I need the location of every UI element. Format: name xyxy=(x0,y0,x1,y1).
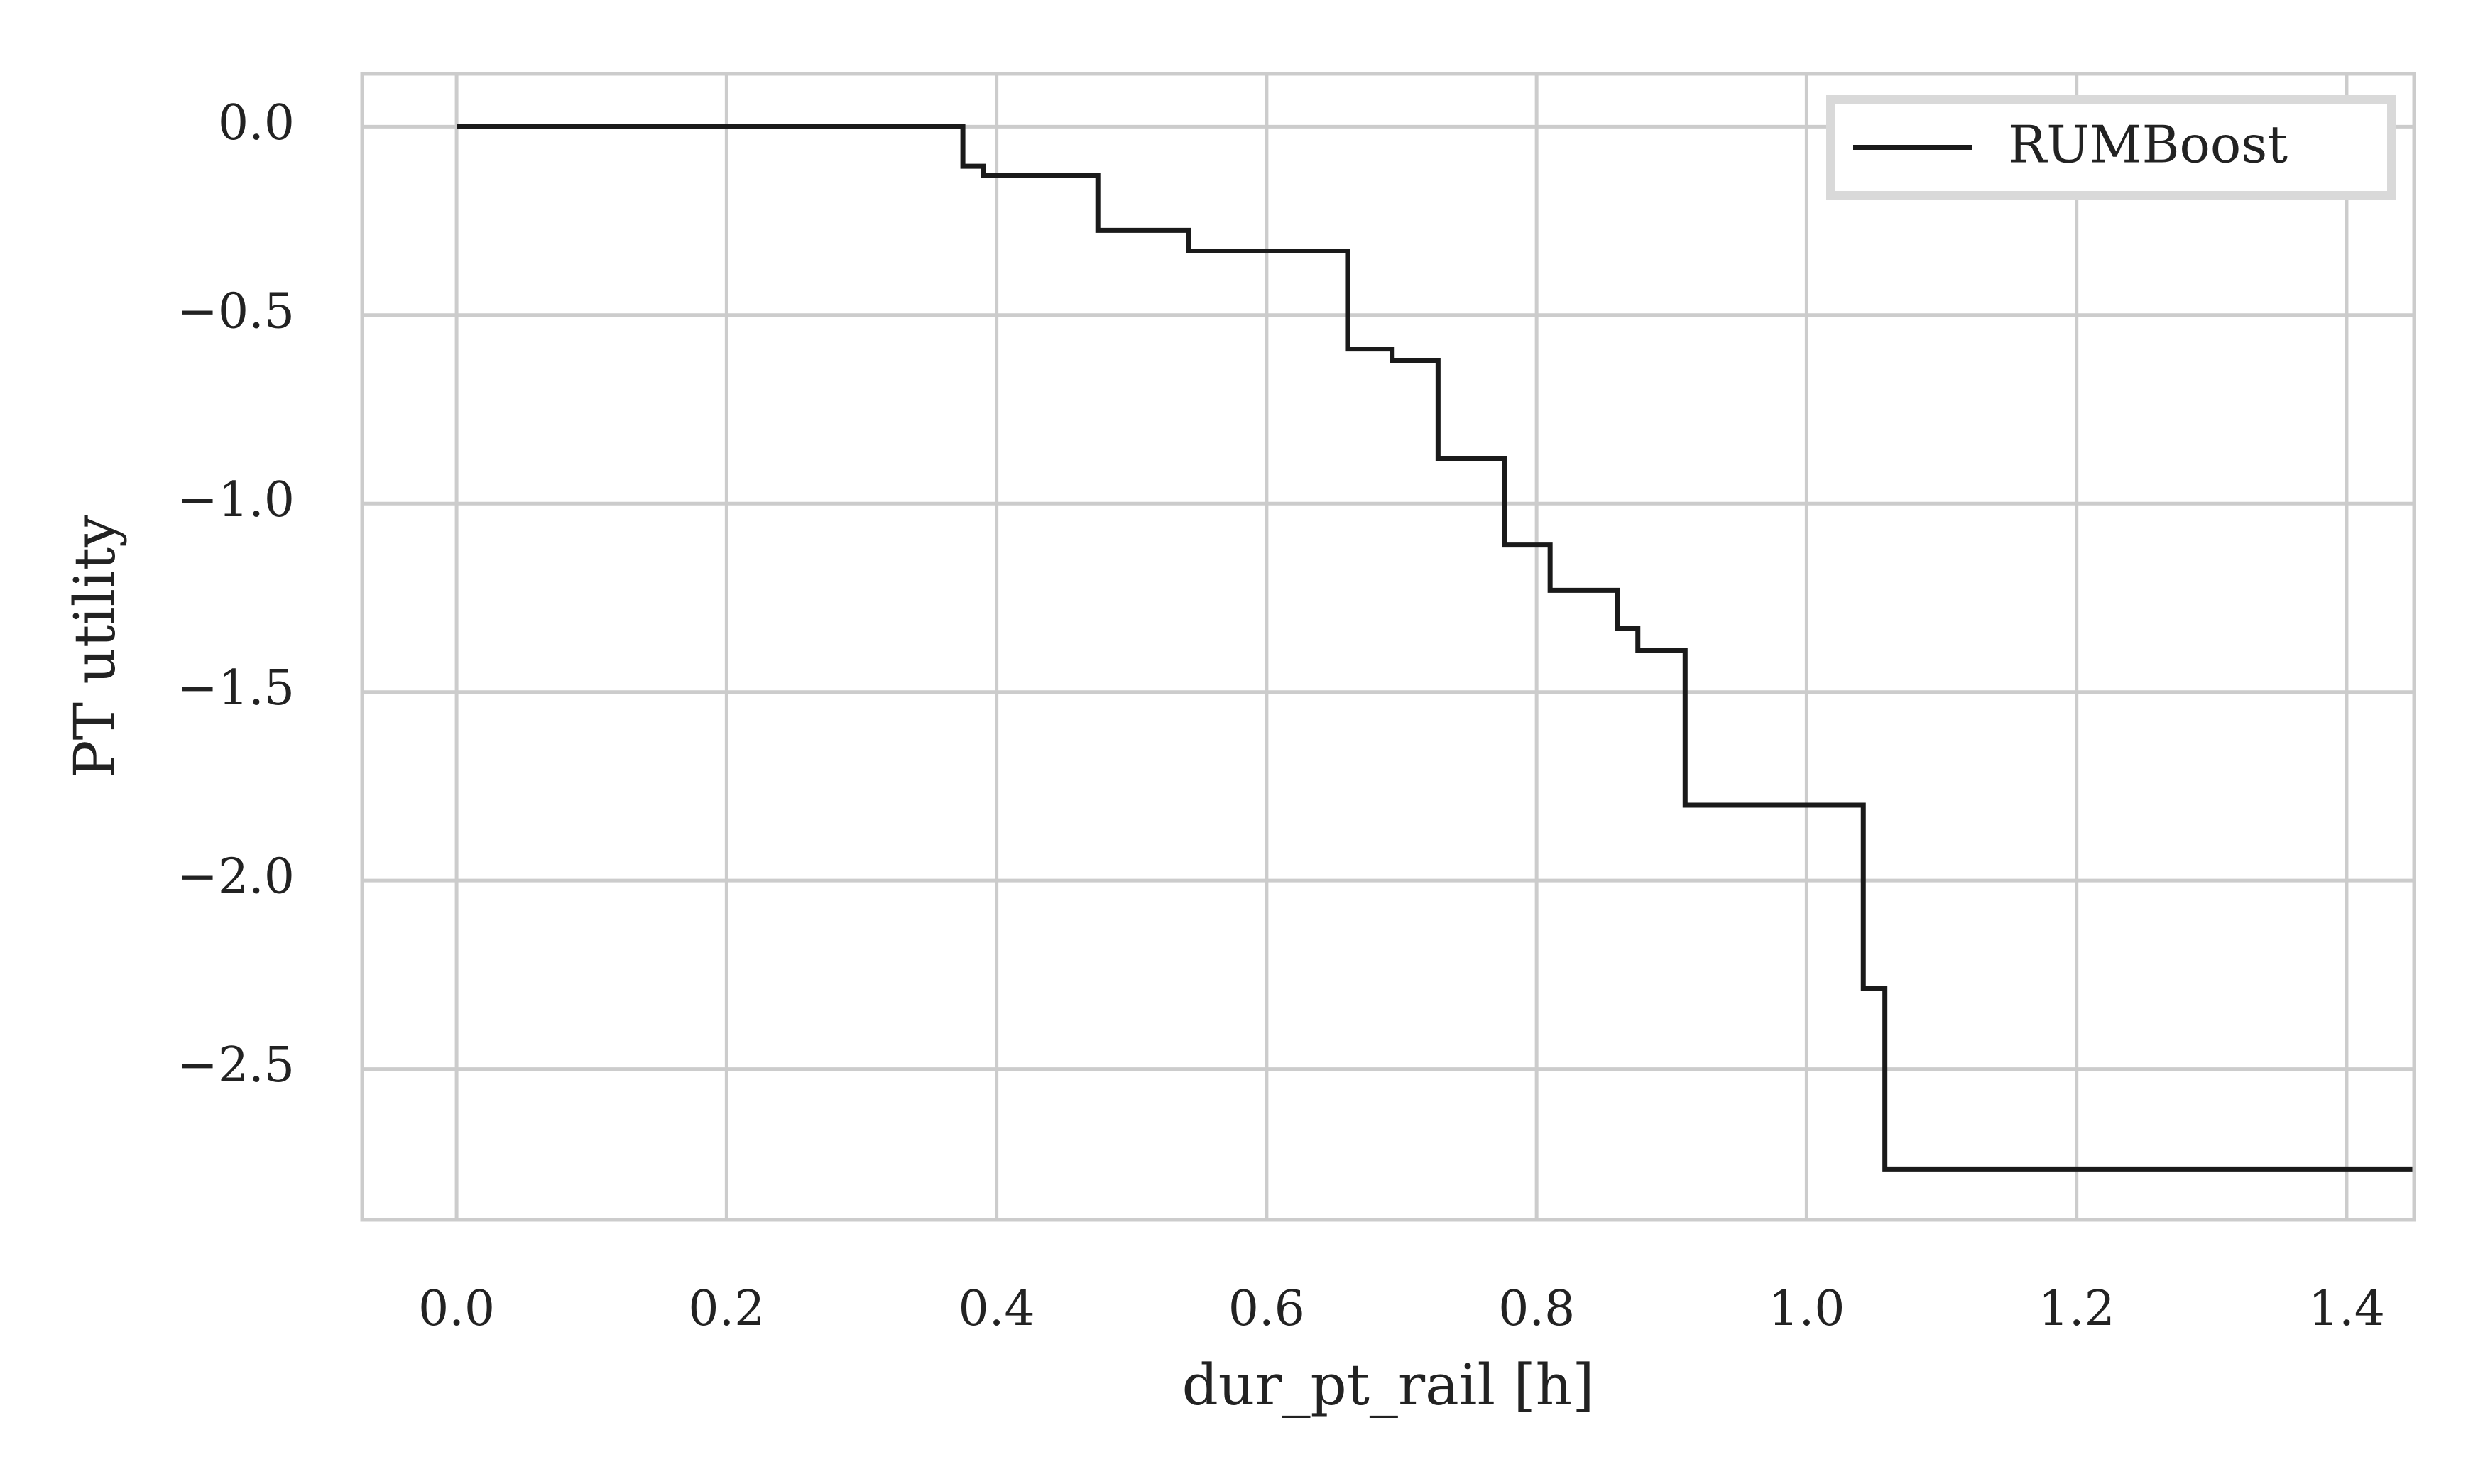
y-tick-labels: 0.0 −0.5 −1.0 −1.5 −2.0 −2.5 xyxy=(178,95,295,1093)
y-tick-label: −2.0 xyxy=(178,849,295,905)
y-tick-label: −2.5 xyxy=(178,1037,295,1093)
x-tick-label: 0.0 xyxy=(418,1281,495,1337)
x-tick-label: 0.4 xyxy=(959,1281,1035,1337)
y-tick-label: 0.0 xyxy=(218,95,295,151)
x-tick-label: 0.2 xyxy=(688,1281,765,1337)
x-tick-label: 1.2 xyxy=(2038,1281,2115,1337)
series-line-rumboost xyxy=(457,124,2414,1172)
x-tick-label: 1.4 xyxy=(2308,1281,2385,1337)
x-tick-labels: 0.0 0.2 0.4 0.6 0.8 1.0 1.2 1.4 xyxy=(418,1281,2385,1337)
x-tick-label: 0.6 xyxy=(1228,1281,1305,1337)
legend: RUMBoost xyxy=(1826,95,2396,200)
y-gridlines xyxy=(362,124,2414,1071)
y-tick-label: −1.5 xyxy=(178,660,295,716)
x-tick-label: 0.8 xyxy=(1498,1281,1575,1337)
series-layer xyxy=(457,124,2414,1172)
y-tick-label: −0.5 xyxy=(178,283,295,339)
x-gridlines xyxy=(454,74,2349,1220)
legend-label-rumboost: RUMBoost xyxy=(2008,115,2288,175)
x-axis-label: dur_pt_rail [h] xyxy=(1182,1352,1595,1418)
y-tick-label: −1.0 xyxy=(178,472,295,528)
plot-frame xyxy=(360,72,2416,1222)
x-tick-label: 1.0 xyxy=(1768,1281,1845,1337)
y-axis-label: PT utility xyxy=(62,515,128,778)
